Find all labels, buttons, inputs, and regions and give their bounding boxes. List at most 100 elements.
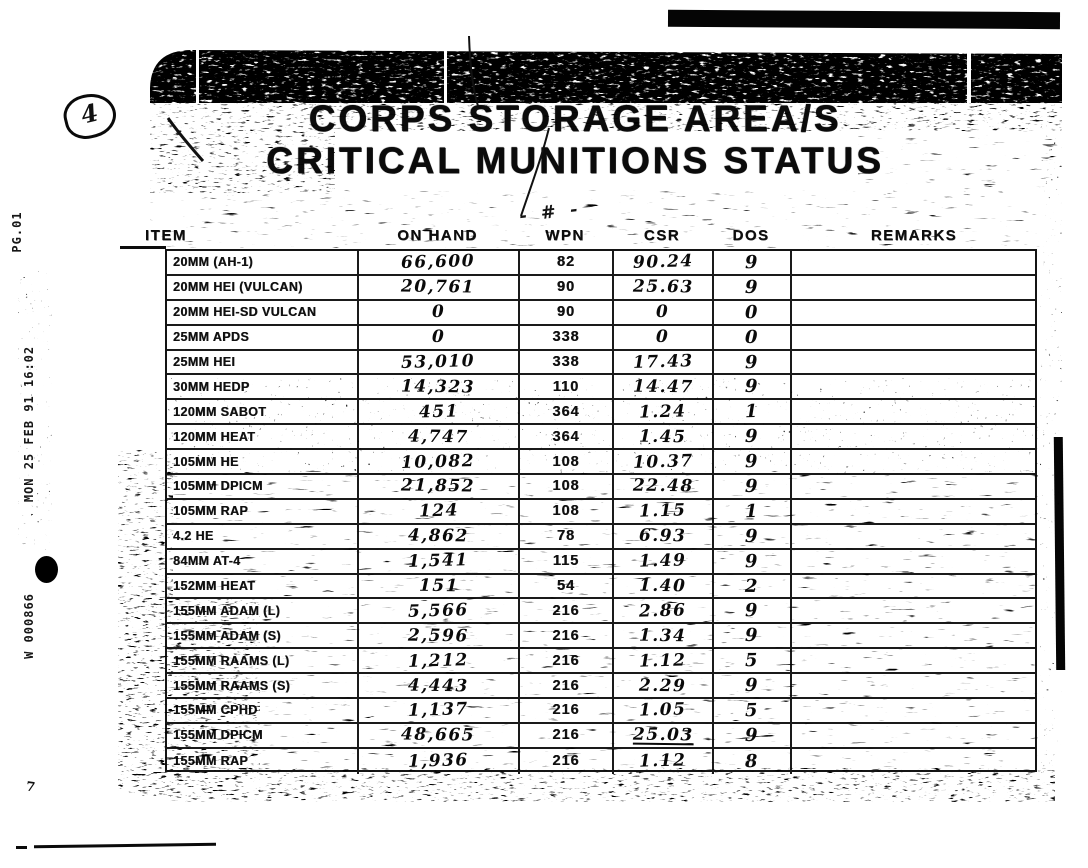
item-cell: 105MM DPICM: [167, 475, 359, 498]
item-label: 25MM APDS: [173, 330, 250, 345]
on-hand-cell: 1,137: [359, 699, 520, 722]
table-row: 120MM HEAT 4,747 364 1.45 9: [167, 425, 1035, 451]
scan-artifact-right-bar: [1053, 436, 1066, 671]
csr-value: 22.48: [632, 476, 694, 497]
wpn-value: 108: [552, 478, 580, 495]
on-hand-cell: 14,323: [359, 375, 520, 399]
title-line-1: CORPS STORAGE AREA/S: [308, 98, 842, 139]
remarks-cell: [792, 550, 1035, 573]
wpn-value: 338: [552, 329, 580, 346]
csr-cell: 0: [614, 300, 714, 324]
wpn-value: 108: [552, 453, 580, 470]
wpn-value: 90: [556, 279, 576, 296]
csr-cell: 6.93: [614, 524, 714, 548]
remarks-cell: [792, 699, 1035, 722]
on-hand-cell: 4,443: [359, 674, 520, 698]
item-cell: 155MM CPHD: [167, 699, 359, 722]
csr-cell: 1.49: [614, 549, 714, 573]
table-row: 20MM (AH-1) 66,600 82 90.24 9: [167, 251, 1035, 276]
item-label: 20MM HEI (VULCAN): [173, 280, 303, 295]
on-hand-cell: 1,212: [359, 649, 520, 673]
csr-value: 1.40: [639, 575, 687, 597]
pen-stroke-vertical: [468, 35, 479, 107]
item-cell: 20MM HEI (VULCAN): [167, 275, 359, 299]
on-hand-value: 66,600: [401, 251, 476, 274]
table-row: 120MM SABOT 451 364 1.24 1: [167, 400, 1035, 426]
remarks-cell: [792, 724, 1035, 747]
on-hand-value: 20,761: [401, 276, 476, 298]
remarks-cell: [792, 375, 1035, 398]
dos-cell: 9: [714, 674, 792, 698]
item-cell: 155MM RAAMS (S): [167, 674, 359, 698]
csr-value: 1.12: [639, 750, 687, 772]
csr-cell: 25.63: [614, 275, 714, 299]
dos-cell: 9: [714, 599, 792, 623]
item-label: 155MM ADAM (S): [173, 628, 281, 643]
csr-cell: 1.12: [614, 748, 714, 774]
dos-value: 9: [744, 351, 760, 373]
dos-cell: 8: [714, 748, 792, 774]
on-hand-cell: 66,600: [359, 251, 520, 274]
header-underline-stub: [120, 246, 166, 249]
table-row: 105MM HE 10,082 108 10.37 9: [167, 450, 1035, 476]
csr-cell: 10.37: [614, 450, 714, 474]
wpn-value: 78: [556, 528, 576, 545]
dos-cell: 9: [714, 275, 792, 299]
remarks-cell: [792, 749, 1035, 774]
dos-cell: 9: [714, 425, 792, 449]
scan-noise-top-band: [150, 50, 1062, 103]
csr-cell: 2.86: [614, 599, 714, 623]
dos-value: 1: [744, 401, 760, 423]
item-cell: 30MM HEDP: [167, 375, 359, 399]
dos-value: 5: [744, 649, 760, 672]
item-cell: 25MM APDS: [167, 325, 359, 349]
csr-value: 6.93: [639, 525, 687, 547]
wpn-cell: 216: [520, 599, 614, 623]
on-hand-cell: 151: [359, 574, 520, 598]
dos-value: 9: [744, 674, 760, 697]
munitions-table-body: 20MM (AH-1) 66,600 82 90.24 9 20MM HEI (…: [167, 251, 1035, 774]
on-hand-cell: 0: [359, 325, 520, 349]
on-hand-cell: 10,082: [359, 450, 520, 474]
on-hand-cell: 1,541: [359, 549, 520, 573]
csr-cell: 25.03: [614, 723, 714, 747]
wpn-cell: 115: [520, 549, 614, 573]
on-hand-cell: 4,862: [359, 524, 520, 548]
dos-cell: 5: [714, 649, 792, 673]
wpn-value: 216: [552, 753, 580, 770]
remarks-cell: [792, 400, 1035, 423]
wpn-cell: 90: [520, 300, 614, 324]
item-label: 20MM (AH-1): [173, 255, 254, 270]
on-hand-value: 1,541: [407, 550, 470, 572]
remarks-cell: [792, 351, 1035, 374]
munitions-table: 20MM (AH-1) 66,600 82 90.24 9 20MM HEI (…: [165, 249, 1037, 774]
item-label: 155MM DPICM: [173, 728, 263, 743]
on-hand-value: 124: [418, 500, 459, 522]
on-hand-value: 451: [418, 401, 459, 423]
csr-cell: 0: [614, 325, 714, 349]
wpn-cell: 364: [520, 425, 614, 449]
wpn-value: 216: [552, 677, 580, 694]
item-label: 105MM RAP: [173, 504, 249, 519]
on-hand-cell: 21,852: [359, 475, 520, 498]
remarks-cell: [792, 301, 1035, 324]
on-hand-value: 0: [431, 302, 446, 323]
item-cell: 155MM ADAM (L): [167, 599, 359, 623]
on-hand-value: 4,747: [407, 426, 469, 448]
csr-value: 1.49: [639, 550, 687, 572]
table-row: 155MM DPICM 48,665 216 25.03 9: [167, 723, 1035, 749]
csr-value: 1.15: [639, 500, 687, 523]
on-hand-value: 14,323: [401, 376, 476, 398]
item-cell: 20MM (AH-1): [167, 251, 359, 274]
dos-value: 9: [744, 475, 760, 498]
item-cell: 25MM HEI: [167, 350, 359, 374]
remarks-cell: [792, 599, 1035, 622]
dos-cell: 1: [714, 400, 792, 424]
wpn-value: 364: [552, 403, 580, 420]
csr-value: 90.24: [632, 251, 694, 274]
punch-hole-mark: [35, 556, 58, 583]
table-header-row: ITEM ON HAND WPN CSR DOS REMARKS: [145, 227, 1038, 244]
on-hand-value: 4,443: [407, 675, 469, 697]
title-line-2: CRITICAL MUNITIONS STATUS: [266, 140, 884, 181]
